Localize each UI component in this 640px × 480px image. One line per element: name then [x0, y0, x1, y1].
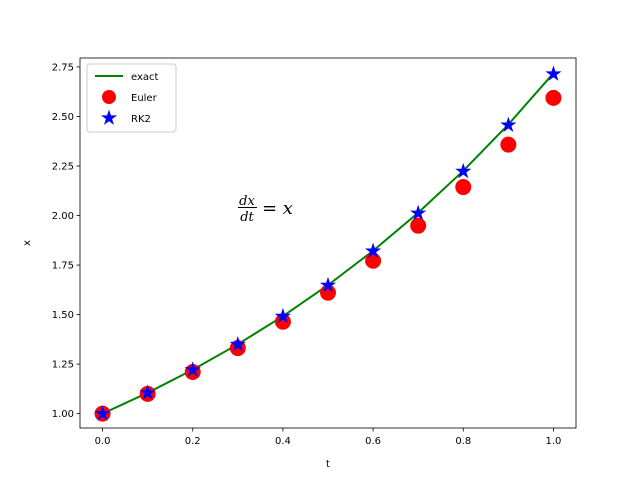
- point-euler: [320, 284, 336, 301]
- equation-annotation: dx dt = x: [238, 194, 293, 225]
- y-tick-label: 2.25: [52, 161, 74, 172]
- y-tick-label: 2.50: [52, 112, 74, 123]
- legend-swatch-rk2: [100, 109, 118, 125]
- point-euler: [455, 179, 472, 196]
- y-tick-label: 1.75: [52, 261, 74, 272]
- legend-label-exact: exact: [131, 72, 159, 83]
- y-axis-label: x: [22, 240, 33, 246]
- legend-star-marker: [100, 109, 118, 125]
- point-rk2: [229, 335, 246, 352]
- x-tick-label: 0.8: [455, 436, 471, 447]
- x-axis: 0.0 0.2 0.4 0.6 0.8 1.0: [95, 428, 562, 447]
- point-euler: [545, 89, 562, 106]
- equation-denominator: dt: [240, 210, 254, 225]
- x-tick-label: 0.6: [365, 436, 381, 447]
- point-rk2: [184, 361, 201, 377]
- point-rk2: [274, 307, 291, 324]
- x-tick-label: 1.0: [546, 436, 562, 447]
- point-euler: [274, 313, 291, 330]
- equation-rhs: = x: [262, 198, 293, 219]
- legend-label-rk2: RK2: [131, 114, 151, 125]
- x-tick-label: 0.4: [275, 436, 291, 447]
- point-rk2: [455, 162, 472, 179]
- legend-swatch-euler: [102, 90, 116, 104]
- y-tick-label: 2.75: [52, 62, 74, 73]
- y-tick-label: 2.00: [52, 211, 74, 222]
- point-rk2: [500, 116, 517, 132]
- y-axis: 1.00 1.25 1.50 1.75 2.00 2.25 2.50 2.75: [52, 62, 80, 420]
- point-euler: [365, 252, 382, 269]
- point-rk2: [410, 204, 427, 221]
- point-rk2: [545, 65, 562, 81]
- point-rk2: [365, 242, 382, 258]
- point-euler: [500, 136, 517, 153]
- y-tick-label: 1.25: [52, 360, 74, 371]
- point-rk2: [319, 276, 337, 293]
- equation-numerator: dx: [239, 194, 255, 209]
- x-tick-label: 0.2: [185, 436, 201, 447]
- y-tick-label: 1.00: [52, 409, 74, 420]
- legend: exact Euler RK2: [86, 63, 177, 133]
- x-tick-label: 0.0: [95, 436, 111, 447]
- legend-label-euler: Euler: [131, 93, 158, 104]
- x-axis-label: t: [326, 459, 330, 470]
- point-euler: [410, 217, 427, 234]
- plot-frame: [79, 57, 577, 429]
- point-rk2: [94, 405, 111, 421]
- point-rk2: [139, 384, 156, 400]
- y-tick-label: 1.50: [52, 310, 74, 321]
- series-layer: [94, 65, 562, 422]
